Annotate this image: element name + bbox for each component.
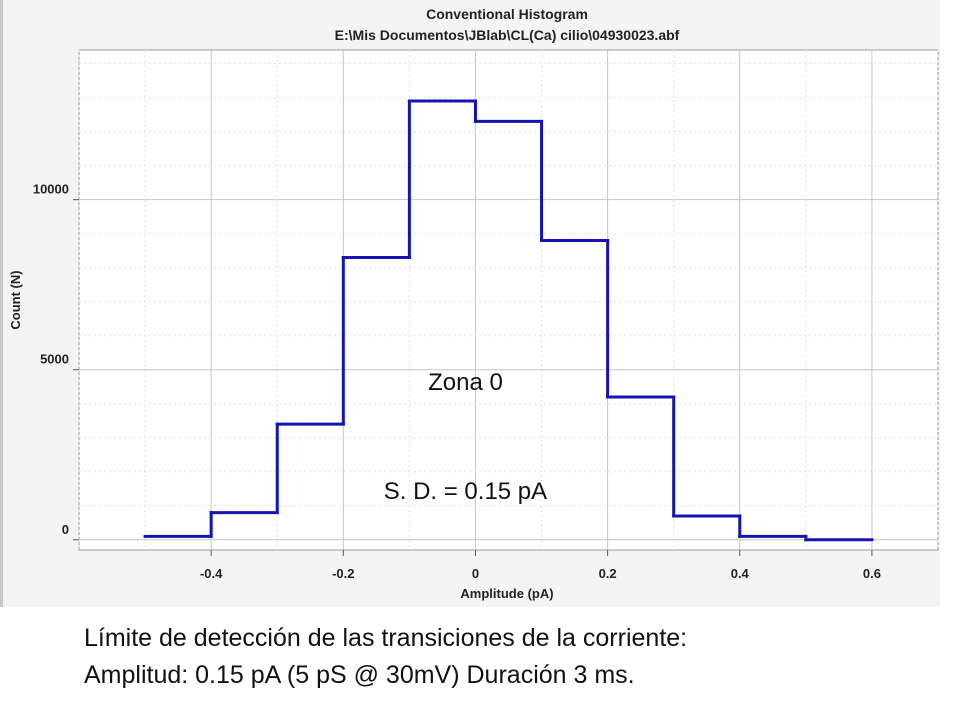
caption: Límite de detección de las transiciones … bbox=[84, 620, 687, 694]
histogram-series bbox=[143, 99, 874, 542]
plot-area bbox=[78, 49, 939, 551]
x-tick-label: -0.2 bbox=[332, 566, 354, 581]
y-tick-label: 0 bbox=[62, 522, 69, 537]
tick-labels: -0.4 -0.2 0 0.2 0.4 0.6 0 5000 10000 bbox=[33, 182, 881, 581]
histogram-chart: Conventional Histogram E:\Mis Documentos… bbox=[8, 6, 939, 601]
caption-line-2: Amplitud: 0.15 pA (5 pS @ 30mV) Duración… bbox=[84, 661, 635, 689]
annotation-label: S. D. = 0.15 pA bbox=[384, 478, 547, 505]
x-tick-label: 0.4 bbox=[731, 566, 750, 581]
annotations: Zona 0 S. D. = 0.15 pA bbox=[384, 369, 547, 505]
x-tick-label: -0.4 bbox=[200, 566, 223, 581]
caption-line-1: Límite de detección de las transiciones … bbox=[84, 624, 688, 652]
chart-subtitle: E:\Mis Documentos\JBlab\CL(Ca) cilio\049… bbox=[335, 27, 680, 43]
x-tick-label: 0 bbox=[472, 566, 479, 581]
histogram-figure: Conventional Histogram E:\Mis Documentos… bbox=[0, 0, 940, 607]
y-tick-label: 5000 bbox=[40, 352, 69, 367]
chart-title: Conventional Histogram bbox=[426, 6, 588, 22]
y-axis-title: Count (N) bbox=[8, 270, 23, 329]
y-tick-label: 10000 bbox=[33, 182, 69, 197]
grid-lines bbox=[78, 50, 939, 550]
x-axis-title: Amplitude (pA) bbox=[460, 586, 553, 601]
axis-ticks bbox=[73, 199, 873, 556]
annotation-label: Zona 0 bbox=[428, 369, 503, 396]
x-tick-label: 0.2 bbox=[599, 566, 617, 581]
x-tick-label: 0.6 bbox=[863, 566, 881, 581]
